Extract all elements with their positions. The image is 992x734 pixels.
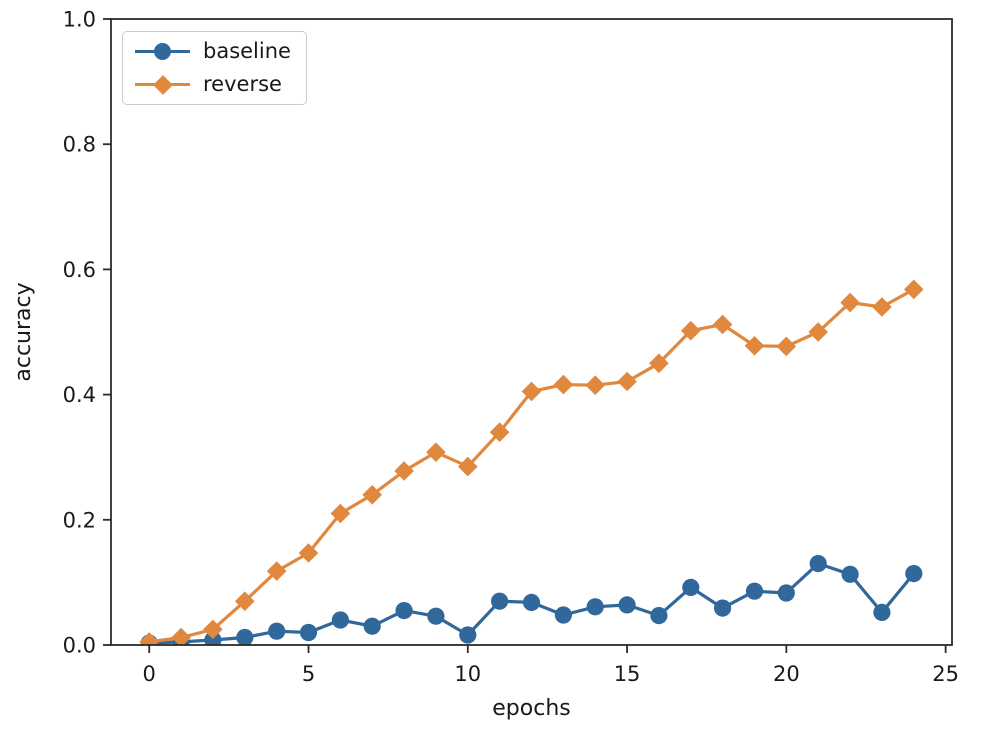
data-point-reverse xyxy=(235,591,255,611)
data-point-reverse xyxy=(681,320,701,341)
data-point-reverse xyxy=(808,322,828,342)
data-point-reverse xyxy=(872,297,892,317)
data-point-baseline xyxy=(586,598,604,616)
data-point-baseline xyxy=(427,607,445,625)
x-tick-label: 5 xyxy=(302,662,315,686)
plot-border xyxy=(110,18,953,646)
data-point-reverse xyxy=(458,456,478,477)
data-point-reverse xyxy=(394,461,414,481)
data-point-baseline xyxy=(331,611,349,629)
data-point-baseline xyxy=(299,623,318,642)
x-tick-label: 20 xyxy=(773,662,800,686)
data-point-reverse xyxy=(521,381,542,402)
data-point-reverse xyxy=(649,353,669,374)
data-point-baseline xyxy=(618,596,636,614)
data-point-baseline xyxy=(682,578,700,597)
data-point-reverse xyxy=(553,374,574,395)
x-tick-label: 10 xyxy=(454,662,481,686)
y-axis-label: accuracy xyxy=(11,282,36,381)
data-point-reverse xyxy=(617,371,637,392)
y-tick-label: 1.0 xyxy=(63,8,96,32)
legend-key-reverse xyxy=(135,74,190,96)
x-tick-label: 25 xyxy=(932,662,959,686)
data-point-reverse xyxy=(776,336,797,357)
data-point-reverse xyxy=(840,292,860,313)
data-point-baseline xyxy=(745,582,764,600)
data-point-baseline xyxy=(459,626,477,644)
reverse-diamond-marker-icon xyxy=(152,74,173,95)
data-point-reverse xyxy=(298,543,319,563)
data-point-reverse xyxy=(203,619,223,640)
data-point-reverse xyxy=(712,314,733,335)
y-tick-label: 0.4 xyxy=(63,383,96,407)
y-tick-label: 0.8 xyxy=(63,133,96,157)
data-point-reverse xyxy=(585,375,605,395)
legend-item-baseline: baseline xyxy=(135,39,296,65)
data-point-baseline xyxy=(777,584,795,602)
legend: baseline reverse xyxy=(122,31,307,105)
x-tick-label: 15 xyxy=(614,662,641,686)
data-point-baseline xyxy=(395,602,413,620)
data-point-baseline xyxy=(491,592,509,610)
x-axis-label: epochs xyxy=(492,696,570,721)
data-point-reverse xyxy=(904,279,924,300)
series-reverse xyxy=(139,279,924,645)
data-point-baseline xyxy=(873,603,891,622)
data-point-reverse xyxy=(330,503,351,524)
series-baseline xyxy=(140,555,923,645)
data-point-reverse xyxy=(744,336,765,356)
data-point-baseline xyxy=(522,593,541,612)
data-point-reverse xyxy=(489,422,510,442)
data-point-reverse xyxy=(171,627,191,645)
data-point-baseline xyxy=(650,607,668,625)
data-point-baseline xyxy=(363,617,381,635)
data-point-reverse xyxy=(266,561,287,581)
data-point-reverse xyxy=(362,485,382,505)
y-tick-label: 0.0 xyxy=(63,634,96,658)
legend-key-baseline xyxy=(135,41,190,63)
data-point-baseline xyxy=(236,628,254,645)
x-tick-label: 0 xyxy=(143,662,156,686)
data-point-baseline xyxy=(809,555,827,573)
legend-label-reverse: reverse xyxy=(203,72,282,96)
y-tick-label: 0.2 xyxy=(63,508,96,532)
data-point-baseline xyxy=(841,565,859,583)
data-point-reverse xyxy=(139,632,159,645)
data-point-reverse xyxy=(426,442,446,462)
data-point-baseline xyxy=(905,565,923,583)
data-point-baseline xyxy=(554,606,573,624)
y-tick-label: 0.6 xyxy=(63,258,96,282)
legend-label-baseline: baseline xyxy=(203,39,291,63)
data-point-baseline xyxy=(714,599,732,617)
baseline-circle-marker-icon xyxy=(154,43,171,60)
legend-item-reverse: reverse xyxy=(135,72,296,98)
data-point-baseline xyxy=(268,622,286,640)
